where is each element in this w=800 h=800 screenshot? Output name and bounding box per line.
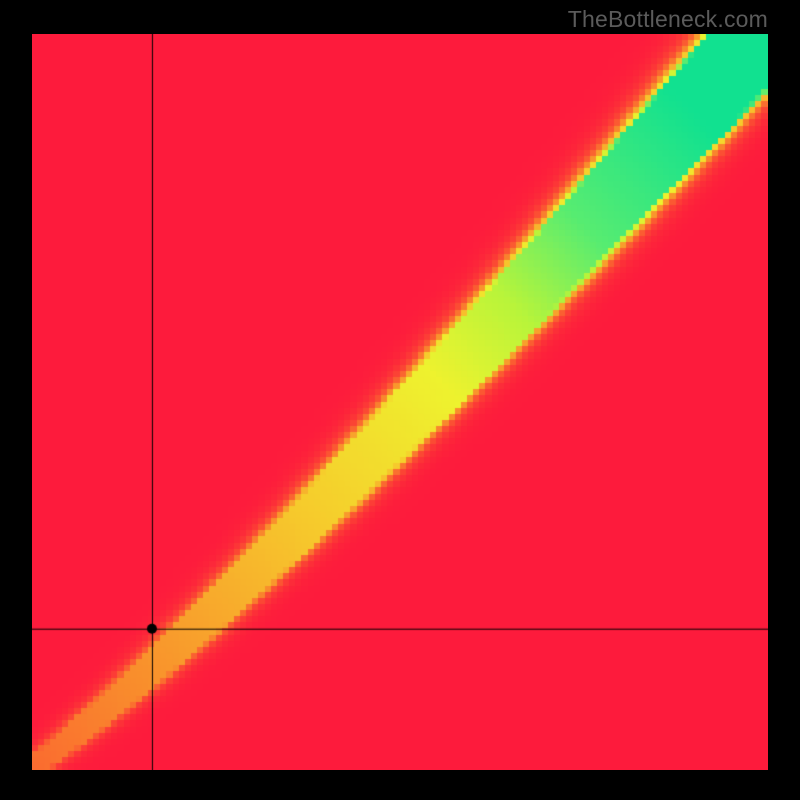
figure-frame: TheBottleneck.com — [0, 0, 800, 800]
bottleneck-heatmap — [32, 34, 768, 770]
watermark-label: TheBottleneck.com — [568, 6, 768, 33]
